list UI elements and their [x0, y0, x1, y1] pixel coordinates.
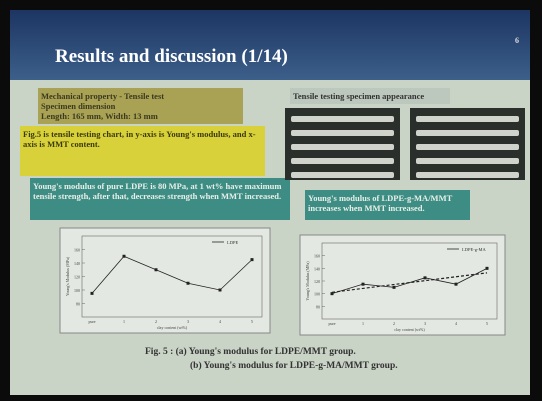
y-axis-label: Young's Modulus (MPa)	[65, 256, 70, 296]
x-tick-label: pure	[328, 321, 335, 326]
point	[218, 288, 222, 292]
point	[485, 266, 489, 270]
series-line	[331, 267, 488, 295]
caption: Fig. 5 : (a) Young's modulus for LDPE/MM…	[145, 347, 356, 357]
x-tick-label: pure	[88, 319, 95, 324]
charts: 80 100 120 140 160 pure 1 2 3 4 5 clay content (wt%…	[59, 227, 506, 336]
text-box: Tensile testing specimen appearance	[290, 88, 450, 104]
point	[392, 285, 396, 289]
text: Specimen dimension	[41, 101, 116, 111]
page-number: 6	[515, 36, 519, 45]
x-tick-label: 5	[486, 321, 488, 326]
x-tick-label: 4	[455, 321, 457, 326]
legend-label: LDPE-g-MA	[462, 247, 486, 252]
slide: Results and discussion (1/14) 6 Mechanic…	[10, 10, 530, 395]
x-tick-label: 3	[187, 319, 189, 324]
y-tick-label: 120	[314, 279, 320, 284]
y-tick-label: 140	[314, 266, 320, 271]
y-tick-label: 160	[314, 254, 320, 259]
point	[90, 291, 94, 295]
x-tick-label: 5	[251, 319, 253, 324]
x-tick-label: 2	[393, 321, 395, 326]
x-tick-label: 3	[424, 321, 426, 326]
trend-line	[331, 272, 488, 293]
point	[154, 268, 158, 272]
text: Mechanical property - Tensile test	[41, 91, 165, 101]
y-tick-label: 100	[314, 292, 320, 297]
slide-title: Results and discussion (1/14)	[55, 46, 288, 67]
specimen-image	[285, 108, 400, 180]
text-box: Young's modulus of pure LDPE is 80 MPa, …	[30, 178, 290, 220]
point	[122, 254, 126, 258]
y-axis-label: Young's Modulus (MPa)	[305, 261, 310, 301]
x-axis-label: clay content (wt%)	[394, 327, 425, 332]
x-axis-label: clay content (wt%)	[157, 325, 188, 330]
text: Length: 165 mm, Width: 13 mm	[41, 111, 158, 121]
point	[330, 292, 334, 296]
legend-label: LDPE	[227, 240, 239, 245]
x-tick-label: 4	[219, 319, 221, 324]
header-band	[10, 10, 530, 80]
y-tick-label: 120	[74, 275, 80, 280]
point	[361, 282, 365, 286]
chart-area	[59, 227, 271, 334]
text-box: Fig.5 is tensile testing chart, in y-axi…	[20, 126, 265, 176]
text-box: Mechanical property - Tensile test Speci…	[38, 88, 243, 124]
y-tick-label: 160	[74, 248, 80, 253]
series-line	[91, 255, 253, 294]
x-tick-label: 2	[155, 319, 157, 324]
caption: (b) Young's modulus for LDPE-g-MA/MMT gr…	[190, 361, 398, 371]
x-tick-label: 1	[362, 321, 364, 326]
text-box: Young's modulus of LDPE-g-MA/MMT increas…	[305, 190, 470, 220]
x-tick-label: 1	[123, 319, 125, 324]
point	[250, 258, 254, 262]
y-tick-label: 80	[76, 302, 80, 307]
y-tick-label: 140	[74, 261, 80, 266]
y-tick-label: 100	[74, 288, 80, 293]
point	[423, 276, 427, 280]
specimen-image	[410, 108, 525, 180]
y-tick-label: 80	[316, 304, 320, 309]
point	[454, 282, 458, 286]
point	[186, 281, 190, 285]
